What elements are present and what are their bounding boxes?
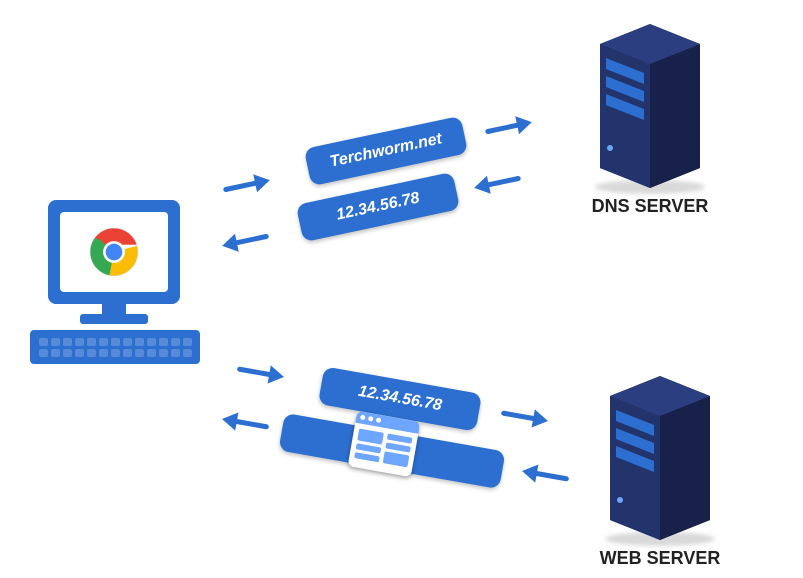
client-computer <box>30 200 200 370</box>
server-icon <box>580 18 720 188</box>
monitor-screen <box>60 212 168 292</box>
arrow-right-icon <box>234 356 288 390</box>
arrow-left-icon <box>518 458 572 492</box>
dns-server <box>580 18 720 188</box>
web-server <box>590 370 730 540</box>
dns-server-label: DNS SERVER <box>580 196 720 217</box>
arrow-right-icon <box>220 167 274 203</box>
arrow-right-icon <box>482 109 536 145</box>
web-server-label: WEB SERVER <box>590 548 730 569</box>
keyboard <box>30 330 200 364</box>
monitor-base <box>80 314 148 324</box>
server-icon <box>590 370 730 540</box>
arrow-right-icon <box>498 400 552 434</box>
chrome-icon <box>88 226 140 278</box>
arrow-left-icon <box>218 223 272 259</box>
arrow-left-icon <box>218 406 272 440</box>
webpage-icon <box>348 411 421 477</box>
arrow-left-icon <box>470 165 524 201</box>
